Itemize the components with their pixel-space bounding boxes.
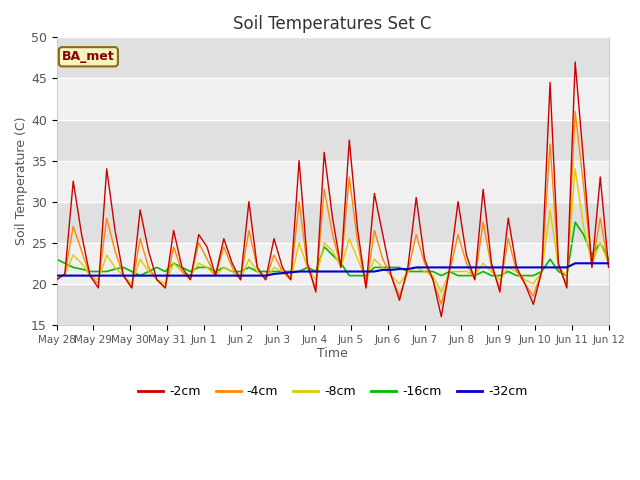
Bar: [56, 37, 609, 78]
Bar: [56, 284, 609, 325]
Y-axis label: Soil Temperature (C): Soil Temperature (C): [15, 117, 28, 245]
Bar: [56, 161, 609, 202]
X-axis label: Time: Time: [317, 348, 348, 360]
Bar: [56, 120, 609, 161]
Bar: [56, 202, 609, 243]
Bar: [56, 243, 609, 284]
Text: BA_met: BA_met: [62, 50, 115, 63]
Legend: -2cm, -4cm, -8cm, -16cm, -32cm: -2cm, -4cm, -8cm, -16cm, -32cm: [132, 380, 532, 403]
Bar: [56, 78, 609, 120]
Title: Soil Temperatures Set C: Soil Temperatures Set C: [234, 15, 432, 33]
